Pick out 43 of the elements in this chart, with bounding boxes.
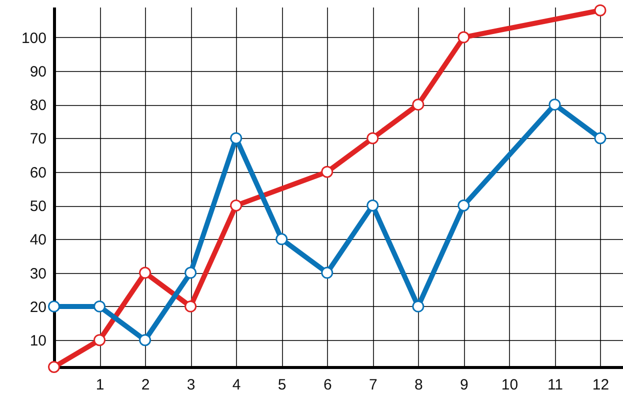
point: [458, 200, 470, 212]
point: [458, 31, 470, 44]
y-tick-label: 80: [30, 97, 46, 114]
point: [594, 132, 606, 144]
point: [366, 200, 379, 212]
point: [276, 233, 288, 246]
point: [94, 334, 106, 346]
y-tick-label: 50: [30, 198, 46, 216]
x-tick-label: 8: [414, 376, 423, 394]
point: [548, 98, 561, 111]
x-tick-label: 10: [501, 376, 518, 394]
point: [94, 300, 106, 312]
x-tick-label: 12: [592, 376, 610, 394]
y-tick-label: 40: [30, 232, 46, 249]
y-tick-label: 90: [30, 63, 46, 80]
y-tick-label: 100: [21, 30, 46, 47]
y-tick-label: 30: [30, 265, 46, 282]
point: [48, 361, 60, 373]
x-tick-label: 2: [141, 376, 150, 394]
x-tick-label: 1: [96, 376, 104, 394]
point: [366, 132, 379, 144]
point: [321, 166, 334, 178]
point: [230, 132, 242, 144]
x-tick-label: 3: [186, 376, 196, 394]
point: [48, 300, 60, 312]
x-tick-label: 9: [460, 376, 468, 394]
point: [321, 266, 334, 279]
point: [139, 334, 152, 346]
y-tick-label: 70: [30, 130, 46, 148]
point: [230, 200, 242, 212]
x-tick-label: 7: [368, 376, 378, 394]
y-tick-label: 20: [30, 298, 46, 316]
x-tick-label: 11: [547, 376, 564, 394]
point: [412, 98, 424, 111]
point: [594, 4, 606, 16]
y-tick-label: 10: [30, 332, 46, 350]
x-tick-label: 6: [323, 376, 332, 394]
point: [184, 266, 197, 279]
x-tick-label: 5: [278, 376, 286, 394]
point: [139, 266, 152, 279]
point: [184, 300, 197, 312]
x-tick-label: 4: [232, 376, 241, 394]
y-tick-label: 60: [30, 164, 46, 182]
